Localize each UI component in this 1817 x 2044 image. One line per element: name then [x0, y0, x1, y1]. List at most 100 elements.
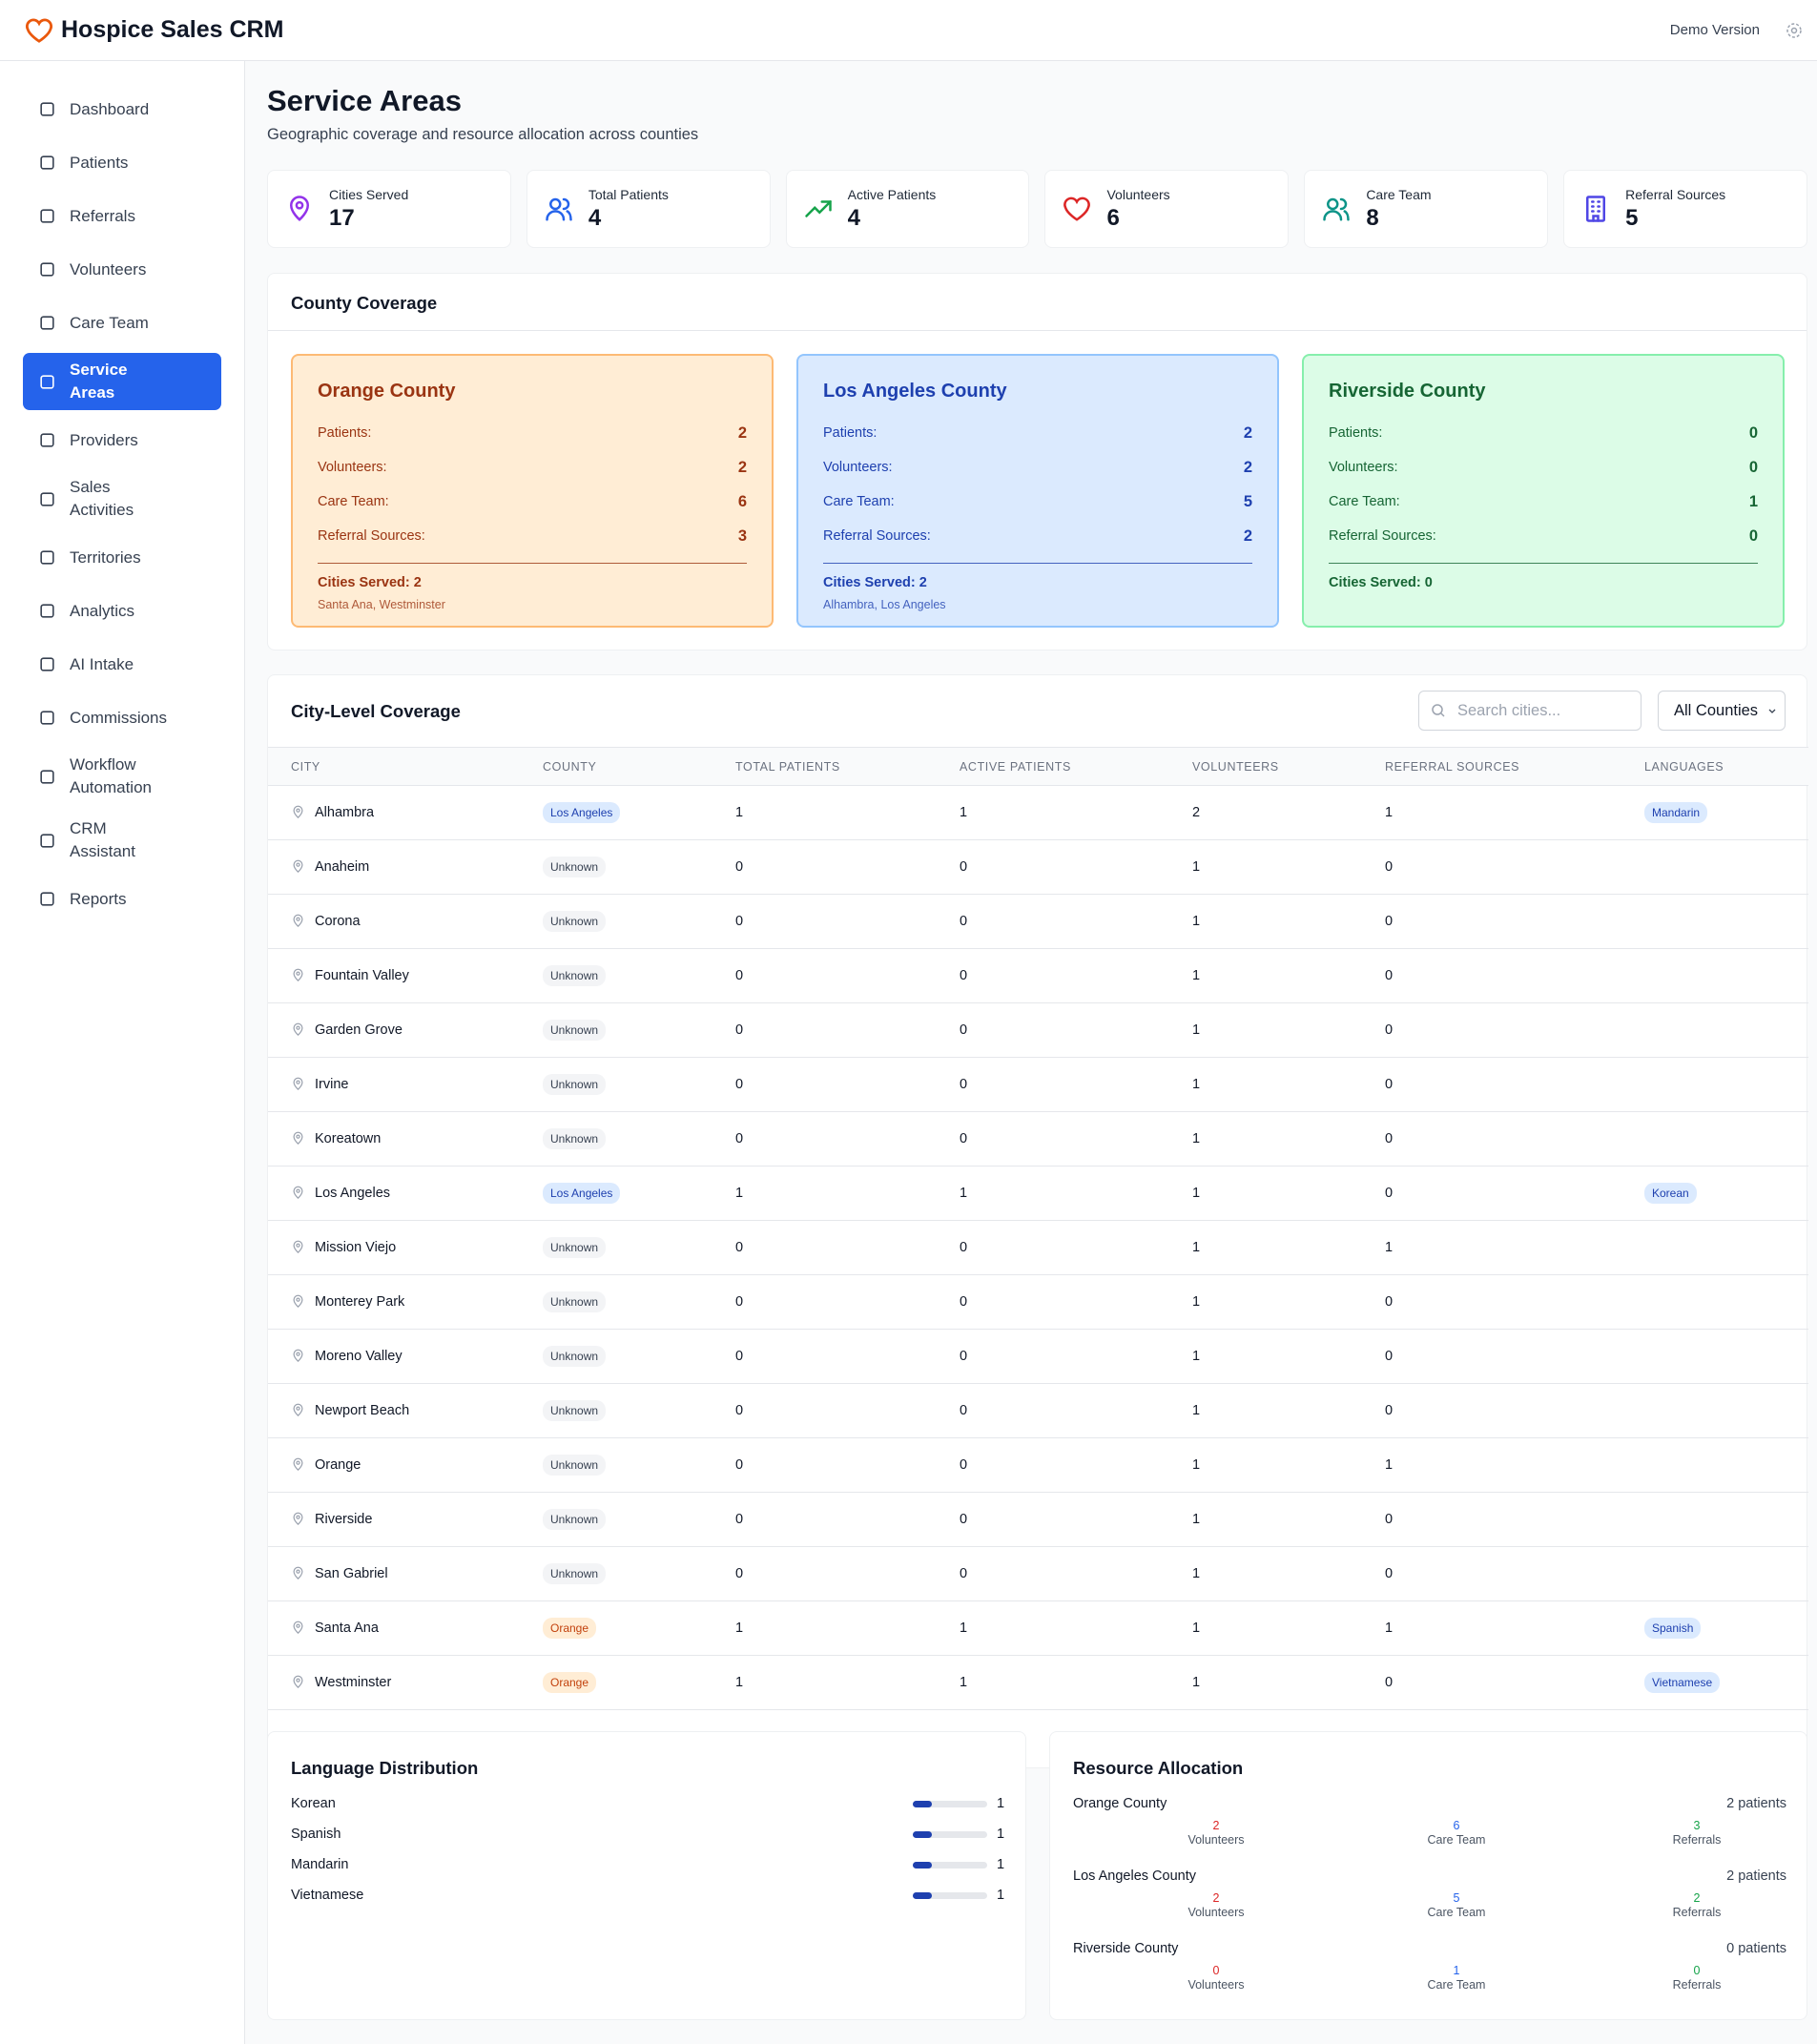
cell: Corona	[268, 894, 542, 949]
cell: 1	[734, 1655, 959, 1710]
icon	[40, 892, 54, 906]
cell: Unknown	[542, 1002, 734, 1058]
cell: Los Angeles	[542, 785, 734, 840]
county-badge: Unknown	[543, 1128, 607, 1149]
cell: 1	[1191, 1220, 1384, 1275]
cell: 1	[1191, 1274, 1384, 1330]
county-row: Care Team: 5	[823, 485, 1252, 519]
stat-text: Active Patients 4	[848, 187, 937, 232]
cell-value: 0	[735, 1240, 744, 1255]
icon	[546, 197, 572, 221]
cell: Mandarin	[1643, 785, 1808, 840]
stat-value: 0	[1212, 1964, 1220, 1977]
cell: 0	[734, 1383, 959, 1438]
cell	[1643, 1111, 1808, 1167]
nav-label: Sales Activities	[70, 478, 134, 519]
language-count: 1	[997, 1796, 1005, 1811]
cell-value: 0	[735, 1457, 744, 1473]
city-name: Monterey Park	[315, 1294, 405, 1310]
nav-label: Territories	[70, 547, 141, 567]
icon	[40, 604, 54, 618]
icon	[293, 1240, 303, 1253]
icon	[293, 1077, 303, 1090]
stat-cards: Cities Served 17 Total Patients 4 Active Pat…	[267, 170, 1807, 248]
cell: Unknown	[542, 1437, 734, 1493]
stat-label: Cities Served	[329, 186, 409, 202]
cell: 1	[1191, 1329, 1384, 1384]
nav-item[interactable]: Volunteers	[23, 246, 221, 293]
cell: 0	[1384, 1002, 1643, 1058]
nav-item[interactable]: Territories	[23, 534, 221, 581]
search-input[interactable]: Search cities...	[1418, 691, 1641, 731]
settings-button[interactable]	[1785, 21, 1804, 40]
nav-item[interactable]: Care Team	[23, 299, 221, 346]
nav-item[interactable]: Workflow Automation	[23, 748, 221, 805]
cell-value: 0	[735, 1131, 744, 1146]
nav-item[interactable]: CRM Assistant	[23, 812, 221, 869]
page-subtitle: Geographic coverage and resource allocat…	[267, 126, 699, 143]
icon	[293, 1675, 303, 1688]
cell-value: 1	[1192, 1186, 1201, 1201]
county-box: Riverside County Patients: 0 Volunteers: 0 Ca…	[1302, 354, 1785, 628]
column-header: LANGUAGES	[1643, 747, 1808, 786]
city-name: Westminster	[315, 1675, 392, 1690]
cell: 0	[734, 894, 959, 949]
nav-item[interactable]: Dashboard	[23, 86, 221, 133]
city-name: Moreno Valley	[315, 1349, 403, 1364]
cell: 0	[734, 1274, 959, 1330]
cell: Unknown	[542, 839, 734, 895]
cell: 1	[959, 785, 1191, 840]
nav-item[interactable]: Sales Activities	[23, 470, 221, 527]
nav-item[interactable]: Providers	[23, 417, 221, 464]
nav-item[interactable]: Reports	[23, 876, 221, 922]
cell-value: 0	[1385, 1675, 1394, 1690]
stat-value: 1	[1453, 1964, 1460, 1977]
nav-item[interactable]: Referrals	[23, 193, 221, 239]
cell: Unknown	[542, 1057, 734, 1112]
row-label: Referral Sources:	[1329, 528, 1436, 544]
cell	[1643, 1546, 1808, 1601]
cell: Newport Beach	[268, 1383, 542, 1438]
icon	[293, 805, 303, 818]
table-row: Newport Beach Unknown 0 0 1 0	[268, 1383, 1808, 1438]
row-label: Care Team:	[823, 494, 895, 509]
county-badge: Unknown	[543, 911, 607, 932]
icon	[1063, 196, 1091, 221]
icon	[1586, 196, 1606, 222]
nav-item[interactable]: Service Areas	[23, 353, 221, 410]
cell-value: 0	[1385, 1512, 1394, 1527]
cell: 1	[734, 1600, 959, 1656]
cell: 0	[734, 1437, 959, 1493]
stat-value: 6	[1106, 204, 1120, 231]
county-badge: Unknown	[543, 1074, 607, 1095]
county-badge: Unknown	[543, 1237, 607, 1258]
cell-value: 1	[1385, 1240, 1394, 1255]
resource-stat: 3 Referrals	[1640, 1819, 1754, 1847]
column-header: ACTIVE PATIENTS	[959, 747, 1191, 786]
cell: 0	[1384, 1274, 1643, 1330]
cell: 0	[734, 948, 959, 1003]
nav-label: Care Team	[70, 313, 149, 332]
icon	[40, 316, 54, 330]
county-filter[interactable]: All Counties	[1658, 691, 1786, 731]
divider	[318, 563, 747, 564]
nav-item[interactable]: Patients	[23, 139, 221, 186]
cell: 1	[1384, 1437, 1643, 1493]
cell: 1	[1191, 1166, 1384, 1221]
stat-value: 3	[1693, 1819, 1701, 1832]
table-row: Los Angeles Los Angeles 1 1 1 0 Korean	[268, 1166, 1808, 1221]
divider	[1329, 563, 1758, 564]
nav-item[interactable]: Analytics	[23, 588, 221, 634]
icon	[40, 711, 54, 725]
nav-item[interactable]: Commissions	[23, 694, 221, 741]
nav-item[interactable]: AI Intake	[23, 641, 221, 688]
stat-label: Total Patients	[588, 186, 669, 202]
cell-value: 0	[735, 1566, 744, 1581]
resource-head: Los Angeles County 2 patients	[1073, 1869, 1786, 1884]
icon	[40, 491, 54, 506]
county-row: Referral Sources: 0	[1329, 519, 1758, 553]
table-row: Orange Unknown 0 0 1 1	[268, 1437, 1808, 1493]
cell-value: 0	[960, 1566, 968, 1581]
icon	[293, 859, 303, 873]
